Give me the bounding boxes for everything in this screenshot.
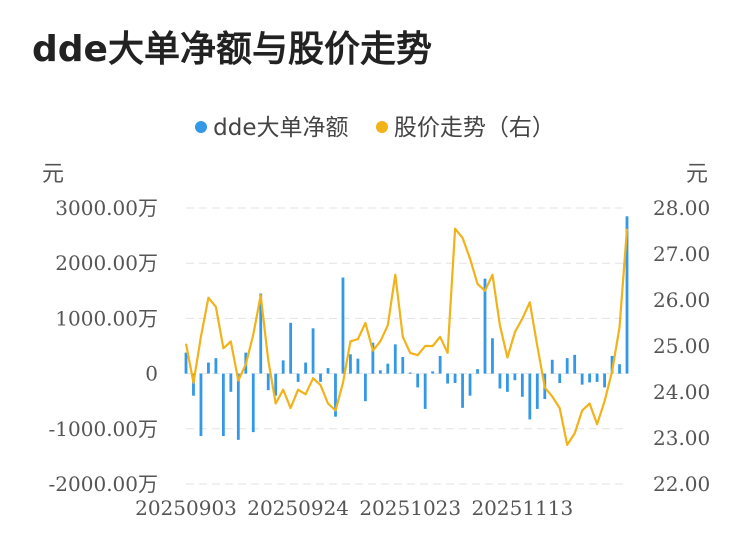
bar-dde [603, 373, 606, 388]
bar-dde [446, 373, 450, 384]
bar-dde [184, 352, 188, 374]
bar-dde [221, 373, 225, 436]
bar-dde [550, 359, 554, 374]
bar-dde [192, 373, 195, 396]
bar-dde [573, 354, 577, 374]
left-tick-label: 0 [145, 362, 158, 386]
legend-dot-icon [195, 120, 208, 133]
bar-dde [341, 277, 345, 374]
bar-dde [319, 373, 322, 382]
bar-dde [199, 373, 203, 436]
bar-dde [438, 355, 442, 374]
right-tick-label: 28.00 [653, 196, 710, 220]
bar-dde [334, 373, 337, 417]
bar-dde [408, 372, 412, 374]
left-axis-unit: 元 [42, 162, 65, 187]
bar-dde [625, 216, 629, 374]
bar-dde [356, 358, 360, 374]
right-tick-label: 25.00 [653, 334, 710, 358]
bar-dde [378, 370, 382, 374]
bar-dde [483, 278, 487, 374]
legend-item-dde[interactable]: dde大单净额 [195, 108, 349, 142]
x-tick-label: 20251113 [471, 496, 573, 520]
bar-dde [251, 373, 255, 433]
x-tick-label: 20250903 [135, 496, 237, 520]
bar-dde [423, 373, 427, 409]
bar-dde [491, 338, 494, 374]
bar-dde [289, 322, 293, 374]
right-tick-label: 24.00 [653, 380, 710, 404]
x-tick-label: 20251023 [359, 496, 461, 520]
bar-dde [595, 373, 599, 382]
bar-dde [296, 373, 300, 382]
chart-legend: dde大单净额 股价走势（右） [0, 108, 750, 142]
x-tick-label: 20250924 [247, 496, 349, 520]
right-tick-label: 27.00 [653, 242, 710, 266]
legend-item-price[interactable]: 股价走势（右） [375, 108, 555, 142]
bar-dde [281, 360, 285, 374]
bar-dde [371, 342, 375, 374]
bar-dde [453, 373, 457, 383]
right-tick-label: 22.00 [653, 472, 710, 496]
legend-label-price: 股价走势（右） [393, 115, 555, 141]
price-line [184, 227, 629, 446]
legend-dot-icon [375, 120, 388, 133]
bar-dde [618, 364, 621, 374]
bar-dde [236, 373, 240, 440]
bar-dde [565, 358, 569, 374]
bar-dde [558, 373, 562, 383]
bar-dde [214, 358, 218, 374]
bar-dde [468, 373, 472, 396]
bar-dde [274, 373, 278, 396]
bar-dde [266, 373, 270, 391]
bar-dde [386, 363, 390, 374]
bar-dde [311, 328, 315, 374]
bar-dde [326, 368, 330, 374]
left-tick-label: -1000.00万 [49, 417, 158, 441]
bar-dde [498, 373, 502, 389]
bar-dde [528, 373, 532, 420]
bar-dde [349, 354, 352, 374]
bar-dde [610, 355, 614, 374]
bar-dde [259, 293, 263, 374]
legend-label-dde: dde大单净额 [213, 115, 349, 141]
right-tick-label: 26.00 [653, 288, 710, 312]
left-tick-label: 1000.00万 [55, 306, 158, 330]
bar-dde [393, 344, 397, 374]
right-tick-label: 23.00 [653, 426, 710, 450]
bar-dde [535, 373, 539, 409]
bar-dde [588, 373, 592, 383]
bar-dde [431, 371, 435, 374]
left-tick-label: 2000.00万 [55, 251, 158, 275]
bar-dde [401, 357, 405, 374]
bar-dde [506, 373, 509, 392]
bar-dde [476, 369, 479, 374]
bar-dde [520, 373, 524, 397]
bar-dde [363, 373, 367, 402]
bar-dde [229, 373, 233, 392]
right-axis-unit: 元 [685, 162, 708, 187]
bar-dde [513, 373, 517, 381]
left-tick-label: -2000.00万 [49, 472, 158, 496]
bar-dde [304, 362, 307, 374]
chart-title: dde大单净额与股价走势 [32, 29, 432, 70]
bar-dde [580, 373, 584, 385]
bar-dde [416, 373, 420, 388]
bar-dde [207, 362, 210, 374]
left-tick-label: 3000.00万 [55, 196, 158, 220]
bar-dde [461, 373, 464, 408]
